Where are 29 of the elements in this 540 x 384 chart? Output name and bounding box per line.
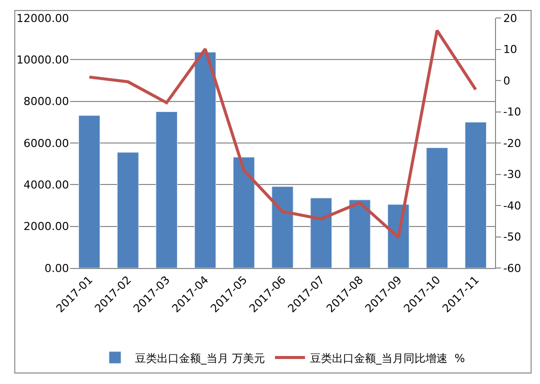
line-series xyxy=(88,29,478,239)
bar xyxy=(156,112,178,268)
y-tick-label: 12000.00 xyxy=(16,12,69,25)
bar xyxy=(310,198,332,268)
y2-tick-label: -50 xyxy=(503,230,522,244)
bar xyxy=(194,52,216,268)
bar xyxy=(78,115,100,268)
bar xyxy=(272,186,294,268)
y-tick-label: 6000.00 xyxy=(24,136,69,150)
y2-tick-label: -60 xyxy=(503,262,522,275)
bar xyxy=(117,152,139,268)
y2-tick-label: -10 xyxy=(503,106,522,119)
y-tick-label: 2000.00 xyxy=(24,220,69,234)
y-tick-label: 8000.00 xyxy=(24,95,69,108)
y2-tick-label: -30 xyxy=(503,168,522,182)
y2-tick-label: 10 xyxy=(503,43,518,56)
bar xyxy=(348,200,371,268)
y-tick-label: 4000.00 xyxy=(24,178,69,192)
y2-tick-label: 20 xyxy=(503,12,518,25)
legend-label: 豆类出口金额_当月同比增速 % xyxy=(310,352,465,365)
legend-label: 豆类出口金额_当月 万美元 xyxy=(135,352,265,365)
bar xyxy=(464,122,487,268)
bar xyxy=(232,156,255,268)
y-tick-label: 10000.00 xyxy=(16,54,69,67)
bar xyxy=(426,148,448,268)
y-tick-label: 0.00 xyxy=(44,262,69,275)
y2-tick-label: -40 xyxy=(503,199,522,212)
y2-tick-label: -20 xyxy=(503,136,522,150)
y2-tick-label: 0 xyxy=(503,74,510,88)
